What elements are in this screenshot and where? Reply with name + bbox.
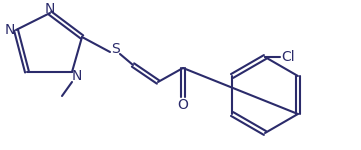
Text: N: N [72,69,82,83]
Text: N: N [5,23,15,37]
Text: N: N [45,2,55,16]
Text: Cl: Cl [281,50,295,64]
Text: O: O [178,98,188,112]
Text: S: S [110,42,119,56]
